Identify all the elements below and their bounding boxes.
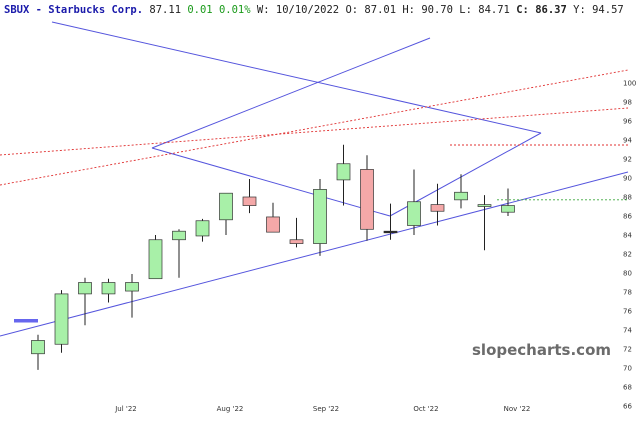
y-tick-label: 68 [623, 384, 632, 392]
candle-body [148, 239, 163, 280]
candle [501, 188, 515, 216]
candle [336, 144, 351, 206]
x-tick-label: Aug '22 [217, 405, 244, 413]
candle-body [313, 189, 327, 244]
y-tick-label: 72 [623, 346, 632, 354]
y-tick-label: 98 [623, 99, 632, 107]
y-tick-label: 88 [623, 194, 632, 202]
y-tick-label: 70 [623, 365, 632, 373]
y-tick-label: 66 [623, 403, 632, 411]
o-label: O: [345, 4, 359, 16]
candle [242, 178, 257, 214]
candle [383, 203, 398, 240]
x-tick-label: Jul '22 [114, 405, 137, 413]
y-tick-label: 100 [623, 80, 636, 88]
candle-body [407, 201, 421, 226]
change-value: 0.01 [187, 4, 213, 16]
c-label: C: [516, 4, 529, 16]
candle-body [125, 282, 139, 292]
candle [125, 273, 139, 318]
candle-body [266, 216, 280, 233]
red-projection-line-1 [0, 69, 629, 186]
long-support-trendline [0, 171, 629, 337]
candle [172, 229, 186, 278]
candle [407, 169, 421, 235]
candle [219, 192, 233, 235]
candle-body [289, 239, 304, 244]
candle-body [336, 163, 351, 181]
y-value: 94.57 [592, 4, 624, 16]
x-tick-label: Nov '22 [504, 405, 531, 413]
h-value: 90.70 [421, 4, 453, 16]
candle-body [78, 282, 92, 295]
y-tick-label: 96 [623, 118, 632, 126]
c-value: 86.37 [535, 4, 567, 16]
candle [31, 334, 45, 370]
change-percent: 0.01% [218, 4, 251, 16]
candle-body [54, 293, 69, 345]
trendlines [0, 21, 629, 337]
price-marker [14, 319, 38, 323]
w-label: W: [256, 4, 270, 16]
candle-body [219, 192, 233, 221]
levels [14, 199, 628, 323]
candle [195, 218, 210, 242]
candle-body [360, 169, 374, 230]
l-label: L: [459, 4, 472, 16]
candle-body [383, 230, 398, 234]
candle [54, 290, 69, 353]
candle [101, 278, 116, 303]
y-tick-label: 80 [623, 270, 632, 278]
y-tick-label: 76 [623, 308, 632, 316]
y-tick-label: 92 [623, 156, 632, 164]
candle [430, 183, 445, 226]
candle [289, 217, 304, 248]
candle-body [31, 340, 45, 355]
quote-header: SBUX - Starbucks Corp. 87.11 0.01 0.01% … [4, 2, 624, 18]
y-label: Y: [573, 4, 586, 16]
diamond-left-lower-line [151, 147, 391, 217]
l-value: 84.71 [478, 4, 510, 16]
y-tick-label: 74 [623, 327, 632, 335]
candle-body [430, 204, 445, 212]
y-tick-label: 82 [623, 251, 632, 259]
last-price: 87.11 [149, 4, 182, 16]
candles [31, 144, 515, 370]
w-value: 10/10/2022 [275, 4, 340, 16]
wedge-upper-trendline [51, 21, 542, 134]
candle-body [477, 204, 492, 207]
symbol-label[interactable]: SBUX - Starbucks Corp. [4, 4, 144, 16]
candle-body [101, 282, 116, 295]
h-label: H: [402, 4, 416, 16]
candle [454, 174, 468, 209]
o-value: 87.01 [364, 4, 397, 16]
candle-body [172, 230, 186, 241]
candle-body [242, 196, 257, 206]
x-tick-label: Sep '22 [313, 405, 339, 413]
diamond-left-upper-line [151, 37, 431, 149]
candle [148, 235, 163, 280]
red-projection-line-2 [0, 107, 629, 156]
watermark: slopecharts.com [472, 341, 611, 359]
candle-body [195, 220, 210, 237]
candle [313, 178, 327, 256]
candle [78, 277, 92, 326]
y-tick-label: 84 [623, 232, 632, 240]
x-axis: Jul '22 Aug '22 Sep '22 Oct '22 Nov '22 [114, 405, 530, 413]
candle [360, 155, 374, 241]
y-tick-label: 90 [623, 175, 632, 183]
y-tick-label: 86 [623, 213, 632, 221]
candle [477, 195, 492, 251]
y-tick-label: 78 [623, 289, 632, 297]
candle-body [454, 191, 468, 201]
x-tick-label: Oct '22 [413, 405, 438, 413]
candle [266, 202, 280, 233]
candle-body [501, 205, 515, 213]
y-axis: 66 68 70 72 74 76 78 80 82 84 86 88 90 92 94 96 98 100 [623, 80, 636, 411]
y-tick-label: 94 [623, 137, 632, 145]
